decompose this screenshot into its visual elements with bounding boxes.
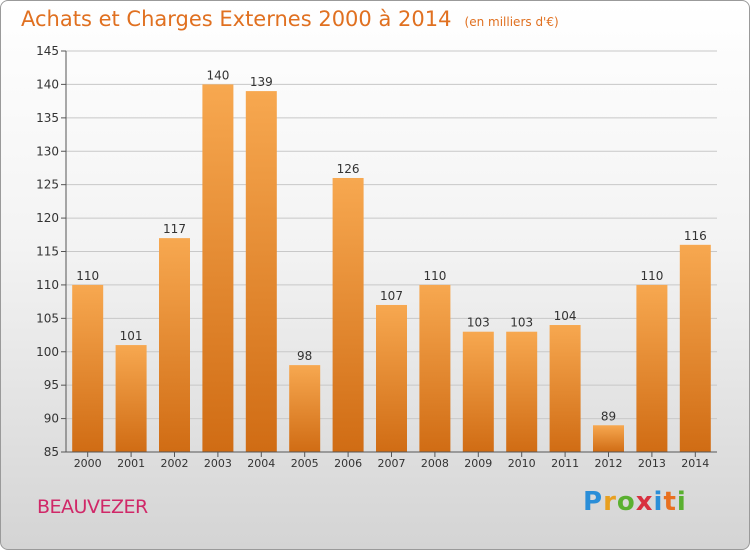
bar xyxy=(506,331,538,452)
bar xyxy=(593,425,624,452)
bar xyxy=(679,244,711,452)
data-label: 103 xyxy=(510,316,533,330)
logo-letter: r xyxy=(603,487,617,517)
proxiti-logo: Proxiti xyxy=(583,487,687,517)
y-tick-label: 110 xyxy=(36,278,59,292)
y-tick-label: 115 xyxy=(36,245,59,259)
data-label: 110 xyxy=(640,269,663,283)
x-tick-label: 2010 xyxy=(508,457,536,470)
x-tick-label: 2002 xyxy=(161,457,189,470)
data-label: 89 xyxy=(601,409,616,423)
y-tick-label: 85 xyxy=(44,445,59,459)
bar xyxy=(159,238,190,452)
y-tick-label: 95 xyxy=(44,378,59,392)
axes: 85 90 95 100 105 110 115 120 125 130 135 140 145 2000… xyxy=(36,44,717,470)
data-label: 110 xyxy=(423,269,446,283)
data-label: 110 xyxy=(76,269,99,283)
bar xyxy=(72,284,104,452)
bar xyxy=(376,304,407,452)
y-tick-label: 105 xyxy=(36,311,59,325)
logo-letter: x xyxy=(635,487,654,517)
logo-letter: i xyxy=(676,487,687,517)
x-tick-label: 2004 xyxy=(247,457,275,470)
bar xyxy=(462,331,494,452)
x-tick-label: 2012 xyxy=(595,457,623,470)
logo-letter: P xyxy=(583,487,604,517)
x-tick-label: 2011 xyxy=(551,457,579,470)
bar xyxy=(419,284,451,452)
data-label: 107 xyxy=(380,289,403,303)
y-tick-label: 130 xyxy=(36,144,59,158)
data-label: 101 xyxy=(120,329,143,343)
x-tick-label: 2001 xyxy=(117,457,145,470)
x-tick-label: 2007 xyxy=(378,457,406,470)
bar xyxy=(115,345,147,452)
bar xyxy=(636,284,668,452)
data-label: 139 xyxy=(250,75,273,89)
data-label: 126 xyxy=(337,162,360,176)
x-tick-label: 2006 xyxy=(334,457,362,470)
y-tick-label: 135 xyxy=(36,111,59,125)
x-tick-label: 2005 xyxy=(291,457,319,470)
bar xyxy=(549,325,581,452)
x-tick-label: 2014 xyxy=(681,457,709,470)
x-tick-label: 2000 xyxy=(74,457,102,470)
data-label: 117 xyxy=(163,222,186,236)
bars: 110 101 117 140 139 98 126 107 110 103 103 104 89 110… xyxy=(72,68,711,453)
city-name: BEAUVEZER xyxy=(37,496,148,518)
bar xyxy=(245,91,277,452)
data-label: 104 xyxy=(554,309,577,323)
x-tick-label: 2013 xyxy=(638,457,666,470)
data-label: 98 xyxy=(297,349,312,363)
y-tick-label: 145 xyxy=(36,44,59,58)
chart-title-block: Achats et Charges Externes 2000 à 2014 (… xyxy=(21,7,559,31)
bar xyxy=(289,365,321,452)
logo-letter: o xyxy=(616,487,636,517)
logo-letter: i xyxy=(653,487,664,517)
logo-letter: t xyxy=(663,487,677,517)
y-tick-label: 140 xyxy=(36,77,59,91)
y-tick-label: 125 xyxy=(36,178,59,192)
data-label: 116 xyxy=(684,229,707,243)
y-tick-label: 100 xyxy=(36,345,59,359)
bar xyxy=(332,177,364,452)
chart-title: Achats et Charges Externes 2000 à 2014 xyxy=(21,7,452,31)
chart-subtitle: (en milliers d'€) xyxy=(464,15,559,29)
x-tick-label: 2009 xyxy=(464,457,492,470)
bar xyxy=(202,84,234,453)
y-tick-label: 120 xyxy=(36,211,59,225)
y-tick-label: 90 xyxy=(44,412,59,426)
data-label: 103 xyxy=(467,316,490,330)
data-label: 140 xyxy=(206,68,229,82)
x-tick-label: 2008 xyxy=(421,457,449,470)
x-tick-label: 2003 xyxy=(204,457,232,470)
